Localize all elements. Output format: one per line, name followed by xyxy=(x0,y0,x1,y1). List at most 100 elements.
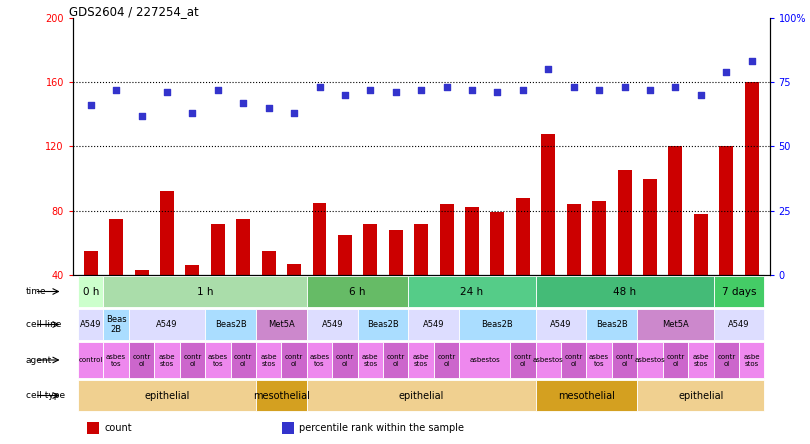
Point xyxy=(618,83,631,91)
Text: cell type: cell type xyxy=(26,391,65,400)
Text: contr
ol: contr ol xyxy=(667,353,684,366)
FancyBboxPatch shape xyxy=(535,276,714,307)
Bar xyxy=(338,235,352,275)
Text: 0 h: 0 h xyxy=(83,286,99,297)
Text: time: time xyxy=(26,287,46,296)
Text: count: count xyxy=(104,423,132,433)
Bar xyxy=(134,270,148,275)
Bar xyxy=(83,251,98,275)
Point xyxy=(567,83,580,91)
FancyBboxPatch shape xyxy=(586,342,612,378)
FancyBboxPatch shape xyxy=(104,342,129,378)
Point xyxy=(160,89,173,96)
Point xyxy=(720,68,733,75)
Text: contr
ol: contr ol xyxy=(514,353,532,366)
FancyBboxPatch shape xyxy=(561,342,586,378)
FancyBboxPatch shape xyxy=(408,276,535,307)
Point xyxy=(364,86,377,93)
FancyBboxPatch shape xyxy=(256,342,281,378)
FancyBboxPatch shape xyxy=(688,342,714,378)
Bar xyxy=(364,223,377,275)
Bar xyxy=(389,230,403,275)
Point xyxy=(313,83,326,91)
Text: asbes
tos: asbes tos xyxy=(589,353,609,366)
Text: Beas2B: Beas2B xyxy=(215,320,246,329)
Text: A549: A549 xyxy=(80,320,101,329)
FancyBboxPatch shape xyxy=(459,342,510,378)
Bar xyxy=(541,134,556,275)
Bar xyxy=(592,201,606,275)
Point xyxy=(186,109,199,116)
FancyBboxPatch shape xyxy=(586,309,637,340)
Text: contr
ol: contr ol xyxy=(336,353,354,366)
Point xyxy=(593,86,606,93)
Text: Beas2B: Beas2B xyxy=(596,320,628,329)
Text: control: control xyxy=(79,357,103,363)
FancyBboxPatch shape xyxy=(78,380,256,411)
FancyBboxPatch shape xyxy=(663,342,688,378)
Text: 6 h: 6 h xyxy=(349,286,366,297)
Text: asbe
stos: asbe stos xyxy=(413,353,429,366)
Bar xyxy=(617,170,632,275)
Bar xyxy=(516,198,530,275)
FancyBboxPatch shape xyxy=(78,342,104,378)
FancyBboxPatch shape xyxy=(205,342,231,378)
Text: contr
ol: contr ol xyxy=(183,353,202,366)
Point xyxy=(440,83,453,91)
FancyBboxPatch shape xyxy=(281,342,307,378)
Point xyxy=(288,109,301,116)
Text: A549: A549 xyxy=(322,320,343,329)
FancyBboxPatch shape xyxy=(104,309,129,340)
Text: Met5A: Met5A xyxy=(268,320,295,329)
FancyBboxPatch shape xyxy=(383,342,408,378)
Text: percentile rank within the sample: percentile rank within the sample xyxy=(300,423,464,433)
Bar xyxy=(237,219,250,275)
Point xyxy=(466,86,479,93)
Text: agent: agent xyxy=(26,356,52,365)
Text: A549: A549 xyxy=(550,320,572,329)
FancyBboxPatch shape xyxy=(332,342,358,378)
Point xyxy=(745,58,758,65)
Text: epithelial: epithelial xyxy=(678,391,723,400)
FancyBboxPatch shape xyxy=(612,342,637,378)
Text: mesothelial: mesothelial xyxy=(558,391,615,400)
Text: contr
ol: contr ol xyxy=(132,353,151,366)
Point xyxy=(542,66,555,73)
Point xyxy=(694,91,707,99)
Bar xyxy=(313,202,326,275)
Text: A549: A549 xyxy=(423,320,445,329)
Bar xyxy=(185,266,199,275)
Text: epithelial: epithelial xyxy=(399,391,444,400)
Text: asbe
stos: asbe stos xyxy=(744,353,760,366)
FancyBboxPatch shape xyxy=(256,309,307,340)
Text: Met5A: Met5A xyxy=(662,320,688,329)
FancyBboxPatch shape xyxy=(307,342,332,378)
Text: 48 h: 48 h xyxy=(613,286,636,297)
Text: asbes
tos: asbes tos xyxy=(207,353,228,366)
Text: mesothelial: mesothelial xyxy=(253,391,309,400)
FancyBboxPatch shape xyxy=(637,342,663,378)
FancyBboxPatch shape xyxy=(510,342,535,378)
Text: asbe
stos: asbe stos xyxy=(159,353,175,366)
Bar xyxy=(109,219,123,275)
FancyBboxPatch shape xyxy=(205,309,256,340)
Bar xyxy=(87,422,100,434)
FancyBboxPatch shape xyxy=(129,309,205,340)
FancyBboxPatch shape xyxy=(154,342,180,378)
Text: asbes
tos: asbes tos xyxy=(106,353,126,366)
FancyBboxPatch shape xyxy=(535,309,586,340)
Text: 24 h: 24 h xyxy=(460,286,484,297)
Point xyxy=(517,86,530,93)
FancyBboxPatch shape xyxy=(408,342,434,378)
Point xyxy=(135,112,148,119)
Text: epithelial: epithelial xyxy=(144,391,190,400)
Bar xyxy=(567,204,581,275)
Bar xyxy=(287,264,301,275)
Point xyxy=(109,86,122,93)
FancyBboxPatch shape xyxy=(358,309,408,340)
Text: asbestos: asbestos xyxy=(635,357,665,363)
FancyBboxPatch shape xyxy=(307,276,408,307)
Bar xyxy=(744,82,759,275)
Bar xyxy=(491,212,505,275)
FancyBboxPatch shape xyxy=(256,380,307,411)
